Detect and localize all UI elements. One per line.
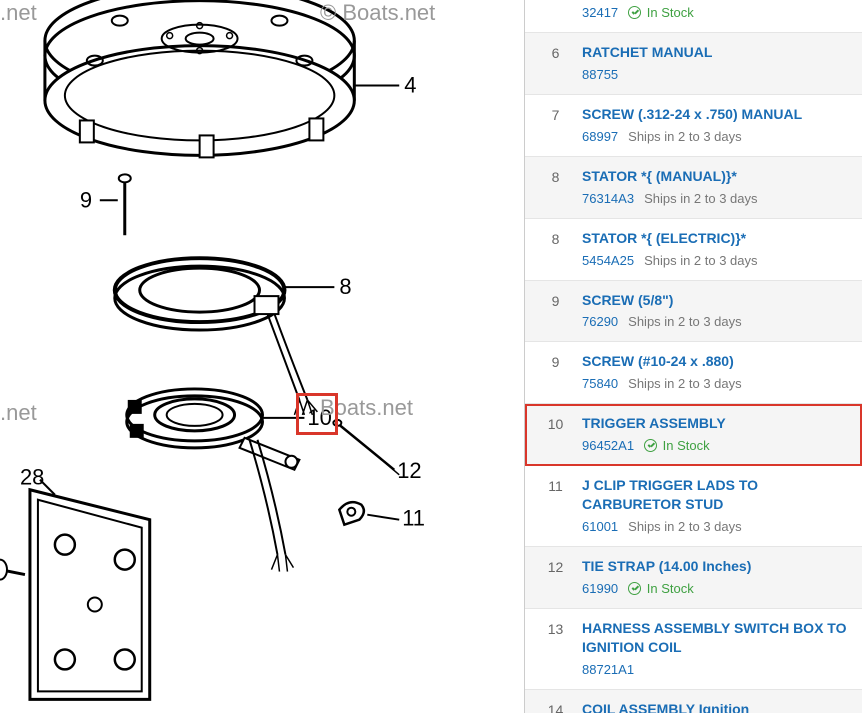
part-row: 12TIE STRAP (14.00 Inches) 61990 In Stock [525, 547, 862, 609]
part-sku[interactable]: 76314A3 [582, 191, 634, 206]
parts-list[interactable]: 32417 In Stock6RATCHET MANUAL887557SCREW… [525, 0, 862, 713]
main-container: .net © Boats.net .net Boats.net [0, 0, 862, 713]
diagram-highlight-box [296, 393, 338, 435]
part-name-link[interactable]: STATOR *{ (MANUAL)}* [582, 167, 854, 186]
part-name-link[interactable]: RATCHET MANUAL [582, 43, 854, 62]
part-number: 14 [533, 700, 578, 713]
part-sku[interactable]: 68997 [582, 129, 618, 144]
part-name-link[interactable]: COIL ASSEMBLY Ignition [582, 700, 854, 713]
stock-status: In Stock [643, 5, 694, 20]
part-number: 13 [533, 619, 578, 677]
part-info: J CLIP TRIGGER LADS TO CARBURETOR STUD 61… [578, 476, 854, 534]
part-info: COIL ASSEMBLY Ignition7370A13Ships in 2 … [578, 700, 854, 713]
ship-status: Ships in 2 to 3 days [644, 253, 757, 268]
diagram-label-12: 12 [397, 458, 421, 483]
part-info: HARNESS ASSEMBLY SWITCH BOX TO IGNITION … [578, 619, 854, 677]
diagram-label-28: 28 [20, 465, 44, 490]
ship-status: Ships in 2 to 3 days [628, 376, 741, 391]
part-row: 8STATOR *{ (MANUAL)}* 76314A3 Ships in 2 t… [525, 157, 862, 219]
ship-status: Ships in 2 to 3 days [628, 519, 741, 534]
part-info: TRIGGER ASSEMBLY 96452A1 In Stock [578, 414, 854, 453]
diagram-label-8: 8 [339, 274, 351, 299]
part-meta: 96452A1 In Stock [582, 438, 854, 453]
part-number: 10 [533, 414, 578, 453]
part-sku[interactable]: 75840 [582, 376, 618, 391]
part-number: 6 [533, 43, 578, 82]
part-name-link[interactable]: SCREW (5/8") [582, 291, 854, 310]
part-number: 9 [533, 291, 578, 330]
ship-status: Ships in 2 to 3 days [628, 129, 741, 144]
watermark: .net [0, 400, 37, 426]
watermark: © Boats.net [320, 0, 435, 26]
part-info: SCREW (.312-24 x .750) MANUAL 68997 Ships … [578, 105, 854, 144]
part-sku[interactable]: 88721A1 [582, 662, 634, 677]
part-info: SCREW (5/8") 76290 Ships in 2 to 3 days [578, 291, 854, 330]
part-row: 10TRIGGER ASSEMBLY 96452A1 In Stock [525, 404, 862, 466]
part-meta: 5454A25 Ships in 2 to 3 days [582, 253, 854, 268]
diagram-label-11: 11 [402, 506, 425, 531]
watermark: .net [0, 0, 37, 26]
part-name-link[interactable]: J CLIP TRIGGER LADS TO CARBURETOR STUD [582, 476, 854, 514]
stock-status: In Stock [659, 438, 710, 453]
check-circle-icon [628, 6, 641, 19]
part-meta: 61990 In Stock [582, 581, 854, 596]
part-name-link[interactable]: TRIGGER ASSEMBLY [582, 414, 854, 433]
part-meta: 76290 Ships in 2 to 3 days [582, 314, 854, 329]
part-name-link[interactable]: HARNESS ASSEMBLY SWITCH BOX TO IGNITION … [582, 619, 854, 657]
part-row: 7SCREW (.312-24 x .750) MANUAL 68997 Ships… [525, 95, 862, 157]
part-name-link[interactable]: TIE STRAP (14.00 Inches) [582, 557, 854, 576]
part-meta: 75840 Ships in 2 to 3 days [582, 376, 854, 391]
part-sku[interactable]: 76290 [582, 314, 618, 329]
part-info: STATOR *{ (ELECTRIC)}* 5454A25 Ships in 2 … [578, 229, 854, 268]
ship-status: Ships in 2 to 3 days [628, 314, 741, 329]
part-number: 7 [533, 105, 578, 144]
part-sku[interactable]: 88755 [582, 67, 618, 82]
part-number: 12 [533, 557, 578, 596]
part-row: 32417 In Stock [525, 0, 862, 33]
check-circle-icon [628, 582, 641, 595]
part-sku[interactable]: 96452A1 [582, 438, 634, 453]
part-name-link[interactable]: SCREW (.312-24 x .750) MANUAL [582, 105, 854, 124]
part-number: 11 [533, 476, 578, 534]
part-info: RATCHET MANUAL 88755 [578, 43, 854, 82]
part-row: 11J CLIP TRIGGER LADS TO CARBURETOR STUD… [525, 466, 862, 547]
part-meta: 76314A3 Ships in 2 to 3 days [582, 191, 854, 206]
part-meta: 88755 [582, 67, 854, 82]
part-number: 9 [533, 352, 578, 391]
part-name-link[interactable]: STATOR *{ (ELECTRIC)}* [582, 229, 854, 248]
part-row: 13HARNESS ASSEMBLY SWITCH BOX TO IGNITIO… [525, 609, 862, 690]
diagram-label-9: 9 [80, 187, 92, 212]
part-meta: 32417 In Stock [582, 5, 854, 20]
part-info: SCREW (#10-24 x .880) 75840 Ships in 2 to … [578, 352, 854, 391]
diagram-panel: .net © Boats.net .net Boats.net [0, 0, 525, 713]
part-info: TIE STRAP (14.00 Inches) 61990 In Stock [578, 557, 854, 596]
stock-status: In Stock [643, 581, 694, 596]
part-row: 9SCREW (#10-24 x .880) 75840 Ships in 2 to… [525, 342, 862, 404]
part-info: 32417 In Stock [578, 0, 854, 20]
part-sku[interactable]: 32417 [582, 5, 618, 20]
part-row: 14COIL ASSEMBLY Ignition7370A13Ships in … [525, 690, 862, 713]
ship-status: Ships in 2 to 3 days [644, 191, 757, 206]
part-meta: 88721A1 [582, 662, 854, 677]
part-sku[interactable]: 61990 [582, 581, 618, 596]
part-row: 8STATOR *{ (ELECTRIC)}* 5454A25 Ships in 2… [525, 219, 862, 281]
part-number: 8 [533, 229, 578, 268]
part-row: 9SCREW (5/8") 76290 Ships in 2 to 3 days [525, 281, 862, 343]
part-info: STATOR *{ (MANUAL)}* 76314A3 Ships in 2 to… [578, 167, 854, 206]
parts-diagram[interactable]: 4 9 8 10 [0, 0, 524, 713]
part-sku[interactable]: 61001 [582, 519, 618, 534]
part-number: 8 [533, 167, 578, 206]
part-row: 6RATCHET MANUAL 88755 [525, 33, 862, 95]
check-circle-icon [644, 439, 657, 452]
diagram-label-4: 4 [404, 73, 416, 98]
part-sku[interactable]: 5454A25 [582, 253, 634, 268]
part-meta: 61001 Ships in 2 to 3 days [582, 519, 854, 534]
part-meta: 68997 Ships in 2 to 3 days [582, 129, 854, 144]
part-name-link[interactable]: SCREW (#10-24 x .880) [582, 352, 854, 371]
